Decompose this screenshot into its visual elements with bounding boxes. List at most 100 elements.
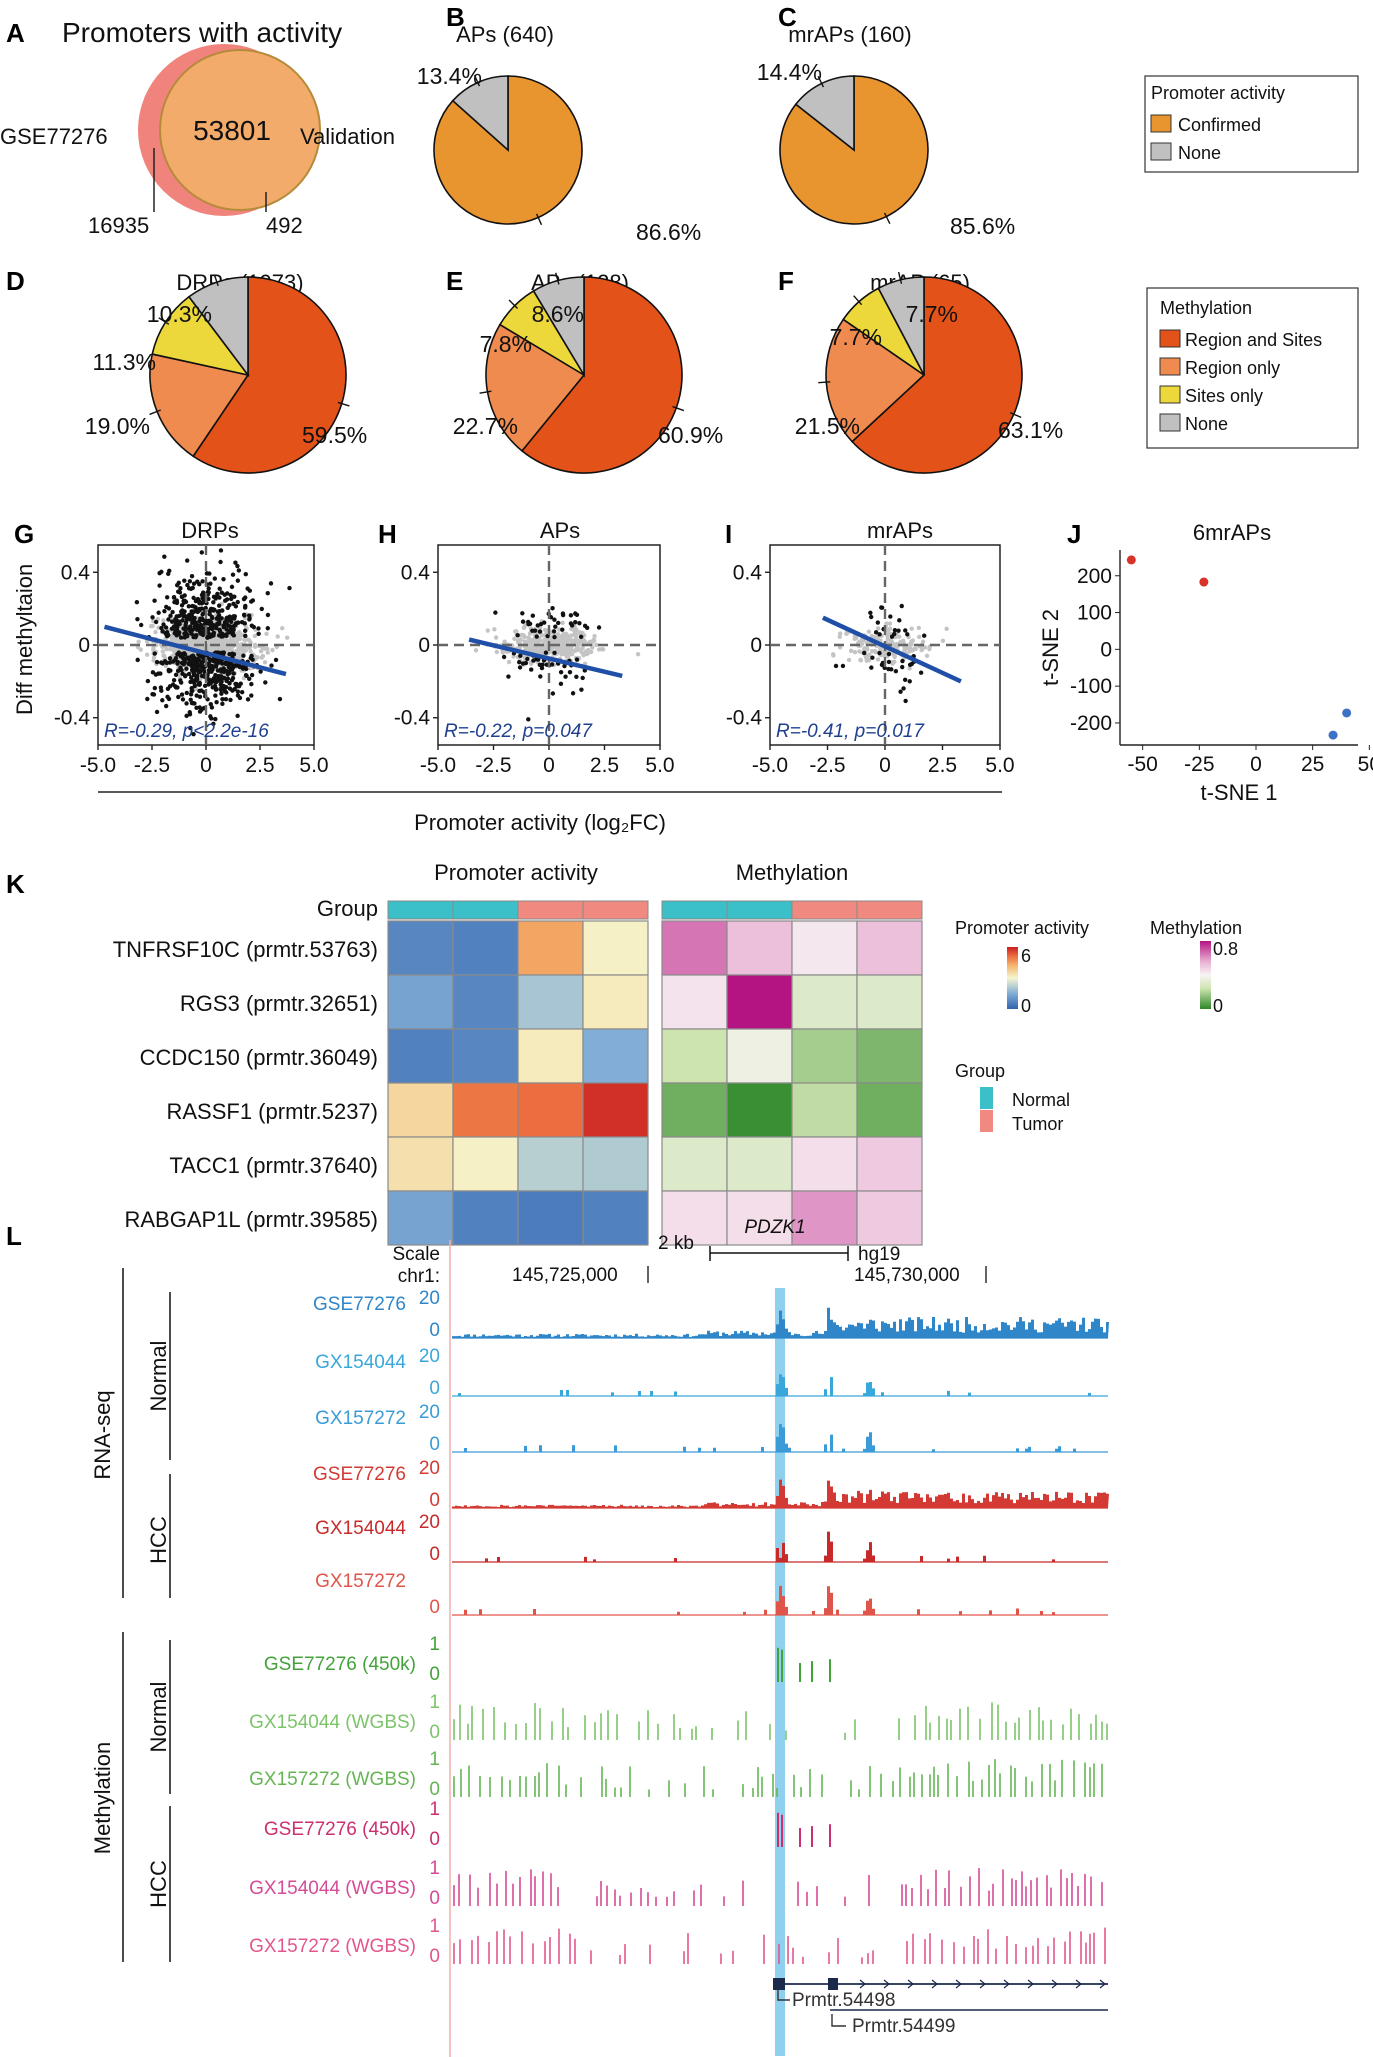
scatter-point-gray: [875, 657, 881, 662]
scatter-point-gray: [255, 655, 260, 660]
scatter-point-black: [159, 569, 164, 575]
scatter-point-gray: [865, 647, 870, 652]
tsne-point-tumor: [1126, 555, 1136, 565]
scatter-point-black: [168, 613, 173, 618]
scatter-point-black: [520, 619, 526, 624]
scatter-point-black: [184, 634, 190, 639]
scatter-point-gray: [944, 626, 949, 632]
x-tick-label: 5.0: [645, 754, 674, 777]
y-tick-label: 0.4: [61, 561, 91, 584]
scatter-point-gray: [234, 639, 239, 644]
scatter-point-black: [868, 610, 873, 615]
heatmap-cell-methylation: [791, 1190, 858, 1246]
heatmap-cell-activity: [582, 920, 649, 976]
scatter-point-black: [886, 666, 891, 672]
scatter-point-black: [183, 630, 188, 635]
heatmap-cell-activity: [517, 974, 584, 1030]
heatmap-cell-activity: [517, 920, 584, 976]
pie-slice-label: 86.6%: [636, 219, 701, 245]
scatter-point-black: [246, 613, 252, 618]
scatter-point-gray: [226, 646, 232, 651]
rna-track-ymax: 20: [419, 1512, 440, 1533]
scatter-point-black: [243, 666, 249, 672]
x-tick-label: 0: [543, 754, 555, 777]
scatter-point-black: [206, 667, 212, 673]
heatmap-cell-activity: [517, 1028, 584, 1084]
heatmap-cell-methylation: [661, 1028, 728, 1084]
scatter-point-black: [170, 682, 176, 687]
rna-track-ymax: 20: [419, 1402, 440, 1423]
scatter-point-black: [177, 630, 182, 635]
scatter-point-black: [225, 671, 231, 677]
scatter-point-black: [879, 605, 885, 610]
scatter-point-black: [190, 620, 195, 626]
legend-methylation-title: Methylation: [1150, 918, 1242, 938]
scatter-point-black: [551, 629, 557, 634]
scatter-point-black: [525, 656, 530, 662]
scatter-point-black: [229, 677, 235, 683]
methylation-track-ymin: 0: [429, 1779, 440, 1800]
scatter-plot-h: APs -5.0 -2.5 0 2.5 5.0 0.4 0 -0.4 R=-0.22, p=0.0…: [394, 518, 675, 777]
scatter-point-black: [206, 682, 211, 687]
scatter-point-black: [202, 683, 208, 689]
scatter-point-black: [228, 592, 233, 598]
x-tick-label: 2.5: [928, 754, 957, 777]
methylation-track-name: GX157272 (WGBS): [249, 1769, 416, 1790]
scatter-point-black: [560, 627, 565, 632]
scatter-point-black: [535, 623, 540, 628]
heatmap-cell-activity: [387, 974, 454, 1030]
scatter-point-black: [163, 625, 169, 630]
scatter-point-gray: [559, 636, 564, 641]
x-tick-label: -2.5: [475, 754, 511, 777]
scatter-point-black: [560, 612, 566, 618]
scatter-point-black: [174, 627, 180, 632]
scatter-point-gray: [265, 646, 270, 652]
heatmap-cell-activity: [452, 1136, 519, 1192]
scatter-point-gray: [161, 618, 166, 623]
scatter-point-black: [211, 633, 216, 638]
legend-methylation: Methylation Region and Sites Region only…: [1146, 287, 1359, 449]
scatter-title: APs: [540, 518, 580, 543]
scatter-point-black: [221, 624, 227, 630]
legend-activity-min: 0: [1021, 996, 1031, 1016]
scatter-point-black: [542, 620, 547, 625]
y-tick-label: 100: [1077, 602, 1112, 625]
pie-leader-line: [337, 401, 350, 407]
scatter-point-black: [526, 717, 531, 722]
venn-label-right: Validation: [300, 124, 395, 149]
scatter-point-black: [265, 612, 271, 618]
scatter-point-gray: [560, 639, 565, 645]
pie-slice-label: 7.7%: [906, 301, 958, 327]
scatter-point-black: [218, 548, 224, 553]
scatter-point-black: [873, 630, 879, 635]
y-tick-label: 0: [1100, 638, 1112, 661]
scatter-point-gray: [852, 649, 858, 655]
scatter-point-black: [158, 660, 164, 665]
pie-slice-label: 21.5%: [795, 413, 860, 439]
scatter-point-black: [185, 582, 190, 588]
scatter-point-black: [531, 658, 536, 663]
scatter-point-black: [191, 731, 196, 737]
scatter-point-black: [574, 674, 579, 680]
scatter-point-black: [178, 678, 183, 683]
scatter-point-black: [184, 614, 189, 619]
scatter-point-black: [556, 620, 561, 626]
scatter-point-gray: [559, 652, 564, 657]
scatter-point-black: [243, 571, 248, 577]
legend-swatch-none: [1159, 413, 1181, 432]
scatter-point-black: [210, 685, 215, 690]
scatter-point-black: [213, 664, 219, 669]
legend-title: Methylation: [1160, 298, 1252, 318]
scatter-point-black: [517, 660, 522, 665]
panel-letter-i: I: [725, 519, 732, 549]
rna-track-ymin: 0: [429, 1378, 440, 1399]
scatter-point-black: [568, 613, 574, 618]
x-tick-label: -50: [1127, 753, 1157, 776]
methylation-track-ymax: 1: [429, 1692, 440, 1713]
scale-bar-label: 2 kb: [658, 1233, 694, 1254]
venn-count-right: 492: [266, 213, 303, 238]
legend-group-tumor: Tumor: [1012, 1114, 1063, 1134]
scatter-point-black: [553, 624, 558, 629]
scatter-point-gray: [485, 628, 491, 633]
